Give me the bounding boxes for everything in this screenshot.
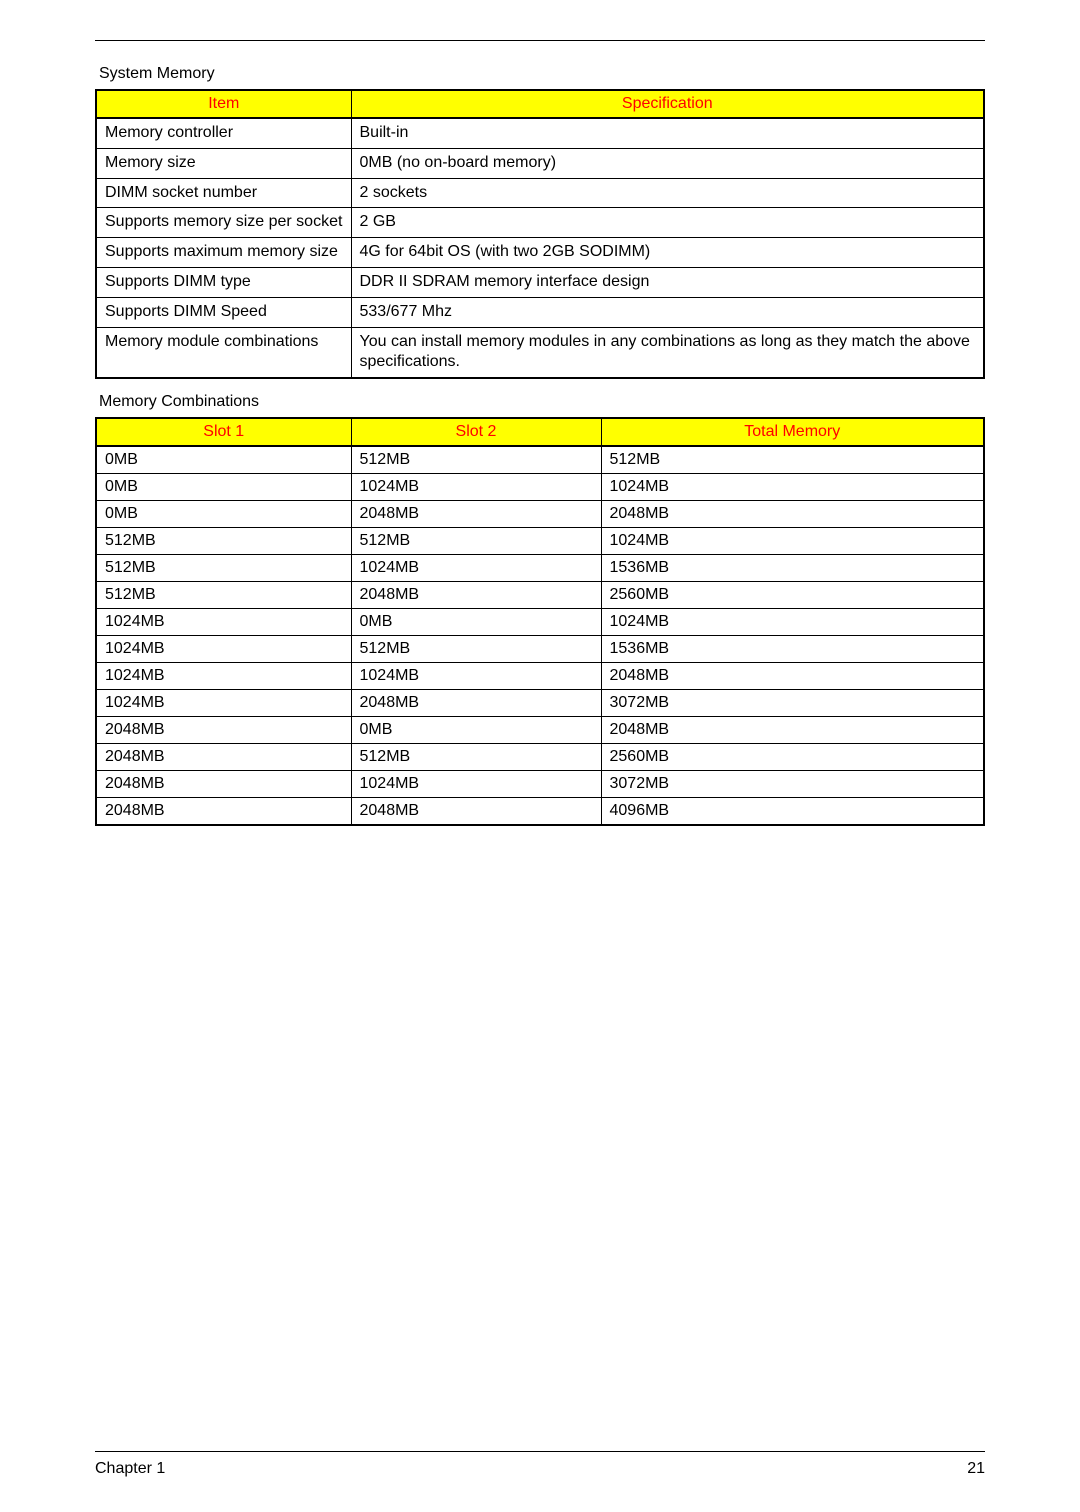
cell-total-memory: 1536MB [601,636,984,663]
cell-slot-2: 1024MB [351,663,601,690]
cell-total-memory: 2560MB [601,582,984,609]
cell-item: Memory size [96,148,351,178]
table-row: 2048MB0MB2048MB [96,717,984,744]
table-header-row: Item Specification [96,90,984,118]
cell-slot-1: 2048MB [96,744,351,771]
memory-combinations-table: Slot 1 Slot 2 Total Memory 0MB512MB512MB… [95,417,985,826]
cell-item: Supports DIMM type [96,267,351,297]
cell-slot-1: 1024MB [96,636,351,663]
cell-slot-2: 512MB [351,446,601,474]
table-row: 1024MB1024MB2048MB [96,663,984,690]
table-row: Supports DIMM Speed533/677 Mhz [96,297,984,327]
cell-slot-2: 0MB [351,609,601,636]
table-row: 512MB512MB1024MB [96,528,984,555]
cell-item: Memory module combinations [96,327,351,378]
cell-slot-2: 2048MB [351,582,601,609]
cell-slot-2: 2048MB [351,798,601,826]
table-row: Memory controllerBuilt-in [96,118,984,148]
table-row: 1024MB2048MB3072MB [96,690,984,717]
system-memory-table: Item Specification Memory controllerBuil… [95,89,985,379]
table-row: Memory size0MB (no on-board memory) [96,148,984,178]
header-item: Item [96,90,351,118]
cell-specification: 533/677 Mhz [351,297,984,327]
table-row: 1024MB512MB1536MB [96,636,984,663]
cell-slot-2: 2048MB [351,690,601,717]
table-row: 2048MB2048MB4096MB [96,798,984,826]
table-row: 512MB1024MB1536MB [96,555,984,582]
table-row: 0MB1024MB1024MB [96,474,984,501]
footer-page-number: 21 [967,1460,985,1478]
table-row: 0MB2048MB2048MB [96,501,984,528]
system-memory-title: System Memory [99,65,985,83]
cell-specification: You can install memory modules in any co… [351,327,984,378]
cell-slot-2: 512MB [351,744,601,771]
cell-slot-1: 2048MB [96,798,351,826]
page: System Memory Item Specification Memory … [0,0,1080,1512]
header-total-memory: Total Memory [601,418,984,446]
cell-slot-2: 1024MB [351,555,601,582]
header-specification: Specification [351,90,984,118]
cell-total-memory: 3072MB [601,771,984,798]
cell-slot-1: 0MB [96,446,351,474]
cell-slot-1: 512MB [96,528,351,555]
cell-item: Supports memory size per socket [96,208,351,238]
cell-slot-1: 512MB [96,555,351,582]
cell-specification: DDR II SDRAM memory interface design [351,267,984,297]
cell-slot-2: 1024MB [351,474,601,501]
cell-slot-1: 0MB [96,501,351,528]
table-row: Supports maximum memory size4G for 64bit… [96,238,984,268]
cell-total-memory: 512MB [601,446,984,474]
table-row: 2048MB512MB2560MB [96,744,984,771]
memory-combinations-title: Memory Combinations [99,393,985,411]
cell-slot-1: 2048MB [96,717,351,744]
cell-slot-1: 1024MB [96,663,351,690]
cell-total-memory: 3072MB [601,690,984,717]
cell-item: DIMM socket number [96,178,351,208]
cell-slot-1: 1024MB [96,609,351,636]
cell-slot-2: 512MB [351,636,601,663]
cell-slot-2: 2048MB [351,501,601,528]
cell-total-memory: 2048MB [601,501,984,528]
top-rule [95,40,985,41]
footer-rule [95,1451,985,1452]
cell-slot-2: 1024MB [351,771,601,798]
cell-item: Supports maximum memory size [96,238,351,268]
cell-specification: 2 GB [351,208,984,238]
cell-total-memory: 2048MB [601,717,984,744]
cell-specification: 4G for 64bit OS (with two 2GB SODIMM) [351,238,984,268]
table-row: 512MB2048MB2560MB [96,582,984,609]
table-header-row: Slot 1 Slot 2 Total Memory [96,418,984,446]
table-row: Supports memory size per socket2 GB [96,208,984,238]
cell-specification: Built-in [351,118,984,148]
footer-chapter: Chapter 1 [95,1460,165,1478]
header-slot-1: Slot 1 [96,418,351,446]
table-row: 1024MB0MB1024MB [96,609,984,636]
cell-total-memory: 2048MB [601,663,984,690]
cell-total-memory: 2560MB [601,744,984,771]
cell-slot-2: 512MB [351,528,601,555]
cell-slot-1: 2048MB [96,771,351,798]
cell-total-memory: 1024MB [601,528,984,555]
cell-item: Memory controller [96,118,351,148]
cell-total-memory: 4096MB [601,798,984,826]
table-row: DIMM socket number2 sockets [96,178,984,208]
cell-slot-1: 0MB [96,474,351,501]
cell-total-memory: 1024MB [601,474,984,501]
footer-row: Chapter 1 21 [95,1460,985,1478]
cell-item: Supports DIMM Speed [96,297,351,327]
cell-specification: 2 sockets [351,178,984,208]
page-footer: Chapter 1 21 [95,1451,985,1478]
table-row: 0MB512MB512MB [96,446,984,474]
cell-total-memory: 1536MB [601,555,984,582]
cell-slot-2: 0MB [351,717,601,744]
cell-slot-1: 1024MB [96,690,351,717]
table-row: Supports DIMM typeDDR II SDRAM memory in… [96,267,984,297]
cell-total-memory: 1024MB [601,609,984,636]
header-slot-2: Slot 2 [351,418,601,446]
table-row: 2048MB1024MB3072MB [96,771,984,798]
table-row: Memory module combinationsYou can instal… [96,327,984,378]
cell-specification: 0MB (no on-board memory) [351,148,984,178]
cell-slot-1: 512MB [96,582,351,609]
